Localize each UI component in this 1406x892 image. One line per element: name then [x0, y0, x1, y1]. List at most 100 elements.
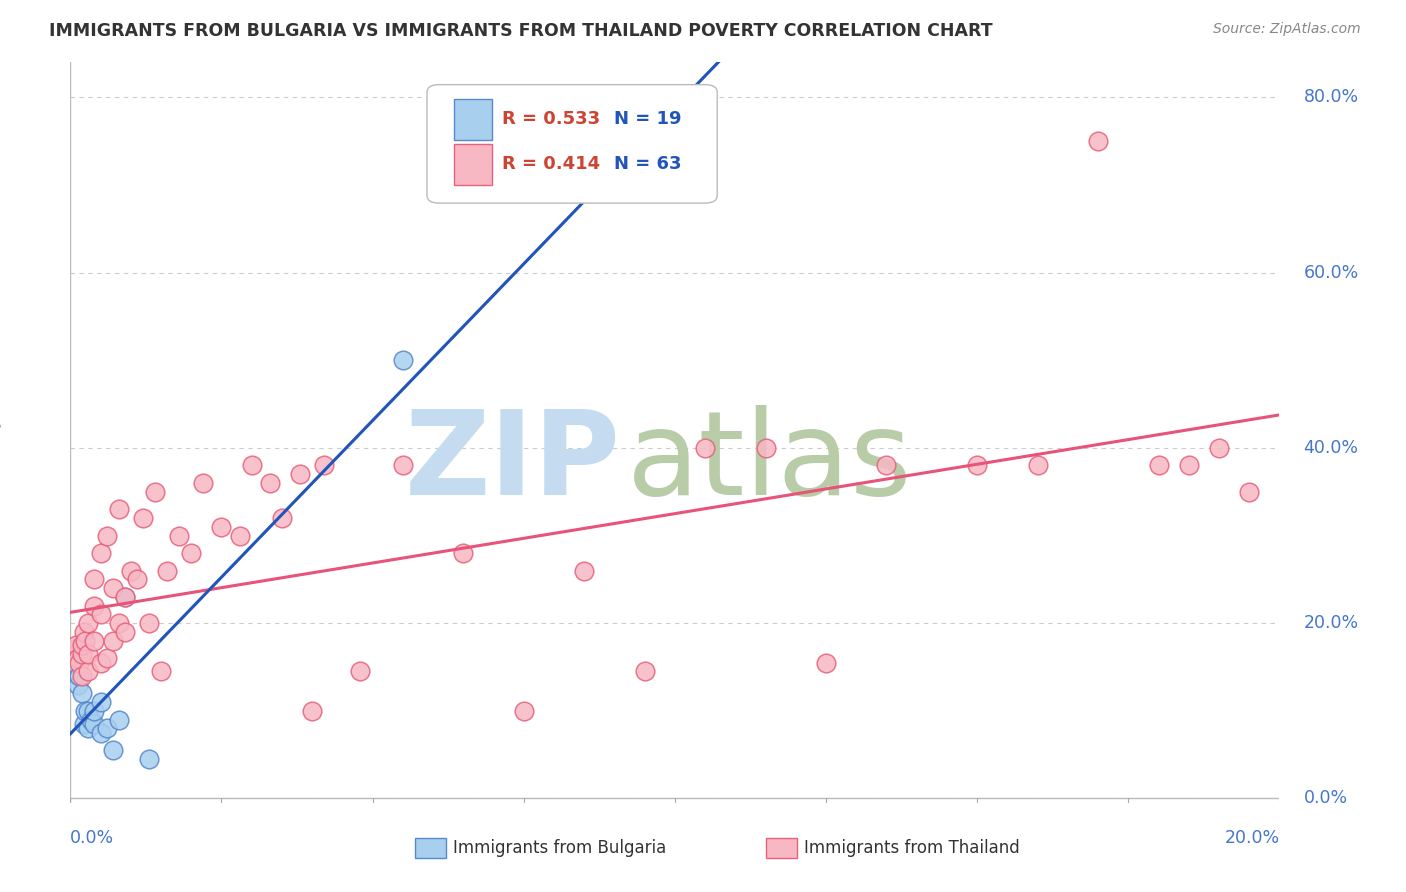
Point	[90, 656, 111, 670]
Text: R = 0.414: R = 0.414	[502, 155, 600, 173]
Text: 0.0%: 0.0%	[70, 829, 114, 847]
Point	[96, 528, 118, 542]
Point	[66, 677, 89, 691]
Point	[156, 564, 179, 578]
Point	[754, 441, 776, 455]
Text: 20.0%: 20.0%	[1225, 829, 1279, 847]
Text: IMMIGRANTS FROM BULGARIA VS IMMIGRANTS FROM THAILAND POVERTY CORRELATION CHART: IMMIGRANTS FROM BULGARIA VS IMMIGRANTS F…	[49, 22, 993, 40]
Point	[259, 475, 281, 490]
Point	[72, 669, 94, 683]
Point	[513, 704, 536, 718]
Point	[132, 511, 155, 525]
Point	[90, 546, 111, 560]
Point	[77, 647, 100, 661]
Point	[1178, 458, 1201, 473]
Point	[453, 546, 475, 560]
Point	[167, 528, 190, 542]
Point	[150, 665, 172, 679]
Point	[114, 624, 136, 639]
Point	[1239, 484, 1261, 499]
Point	[72, 624, 94, 639]
Point	[63, 656, 86, 670]
Point	[83, 633, 105, 648]
Text: Source: ZipAtlas.com: Source: ZipAtlas.com	[1213, 22, 1361, 37]
Point	[77, 722, 100, 736]
Point	[72, 686, 94, 700]
Text: Immigrants from Bulgaria: Immigrants from Bulgaria	[453, 839, 666, 857]
Point	[288, 467, 311, 482]
Point	[96, 651, 118, 665]
Point	[66, 651, 89, 665]
Point	[83, 717, 105, 731]
Point	[1147, 458, 1170, 473]
Point	[314, 458, 336, 473]
Point	[114, 590, 136, 604]
Point	[90, 725, 111, 739]
FancyBboxPatch shape	[454, 144, 492, 185]
Point	[966, 458, 988, 473]
Point	[391, 458, 415, 473]
Point	[101, 633, 124, 648]
Point	[90, 607, 111, 622]
Point	[193, 475, 215, 490]
Point	[83, 573, 105, 587]
FancyBboxPatch shape	[427, 85, 717, 203]
Point	[75, 704, 97, 718]
Text: 80.0%: 80.0%	[1303, 88, 1358, 106]
Text: Immigrants from Thailand: Immigrants from Thailand	[804, 839, 1019, 857]
Point	[75, 633, 97, 648]
Point	[875, 458, 898, 473]
Text: atlas: atlas	[627, 405, 912, 520]
Point	[72, 647, 94, 661]
Point	[63, 642, 86, 657]
Point	[62, 647, 84, 661]
Point	[90, 695, 111, 709]
Point	[101, 581, 124, 595]
Text: N = 63: N = 63	[614, 155, 682, 173]
Text: 60.0%: 60.0%	[1303, 264, 1358, 282]
Point	[180, 546, 202, 560]
Point	[391, 353, 415, 368]
Point	[633, 665, 655, 679]
Point	[101, 743, 124, 757]
Point	[65, 647, 87, 661]
Point	[1026, 458, 1049, 473]
Point	[72, 717, 94, 731]
Point	[96, 722, 118, 736]
Point	[83, 704, 105, 718]
Point	[107, 713, 129, 727]
Point	[125, 573, 148, 587]
Point	[211, 520, 233, 534]
Point	[77, 704, 100, 718]
Point	[77, 616, 100, 631]
Point	[107, 616, 129, 631]
Point	[349, 665, 371, 679]
Point	[120, 564, 142, 578]
Text: ZIP: ZIP	[405, 405, 620, 520]
Point	[1087, 134, 1109, 148]
Point	[693, 441, 716, 455]
Point	[574, 564, 596, 578]
Text: 0.0%: 0.0%	[1303, 789, 1348, 807]
Point	[80, 713, 103, 727]
Point	[107, 502, 129, 516]
Point	[228, 528, 250, 542]
Point	[67, 669, 90, 683]
Point	[67, 656, 90, 670]
Text: 20.0%: 20.0%	[1303, 615, 1358, 632]
Point	[240, 458, 263, 473]
FancyBboxPatch shape	[454, 99, 492, 140]
Text: 40.0%: 40.0%	[1303, 439, 1358, 457]
Point	[138, 616, 160, 631]
Point	[1208, 441, 1230, 455]
Text: R = 0.533: R = 0.533	[502, 111, 600, 128]
Point	[65, 638, 87, 652]
Point	[138, 752, 160, 766]
Point	[270, 511, 294, 525]
Point	[114, 590, 136, 604]
Point	[77, 665, 100, 679]
Point	[301, 704, 323, 718]
Point	[815, 656, 838, 670]
Point	[72, 638, 94, 652]
Point	[83, 599, 105, 613]
